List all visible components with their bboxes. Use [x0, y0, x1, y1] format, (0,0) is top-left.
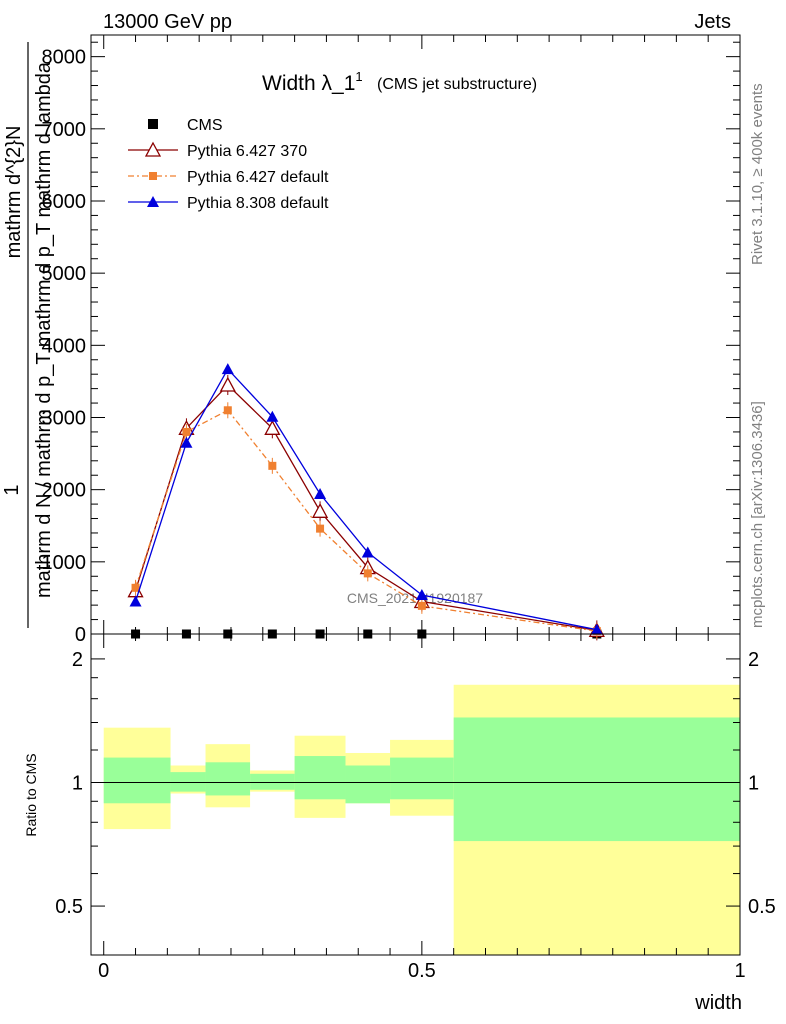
ratio-y-tick-label-left: 2 — [72, 649, 83, 671]
ratio-y-tick-label-left: 0.5 — [55, 896, 83, 918]
main-y-label: mathrm d^{2}N 1 mathrm d N / mathrm d p_… — [1, 42, 55, 628]
series-line — [134, 384, 597, 632]
data-point-p6-370 — [264, 419, 281, 435]
ratio-band-inner — [103, 757, 171, 804]
legend-label-p6-370: Pythia 6.427 370 — [187, 143, 307, 160]
chart-title-sup: 1 — [355, 69, 362, 84]
data-point-p8-default — [415, 589, 428, 601]
data-point-p8-default — [590, 623, 603, 635]
data-point-p8-default — [361, 546, 374, 558]
ratio-y-tick-label-left: 1 — [72, 772, 83, 794]
data-point-p6-default — [363, 569, 372, 578]
data-point-p8-default — [129, 595, 142, 607]
chart-subtitle: (CMS jet substructure) — [377, 76, 537, 93]
chart-title-main: Width λ_1 — [262, 72, 355, 95]
legend-label-p6-default: Pythia 6.427 default — [187, 169, 329, 186]
ratio-y-label: Ratio to CMS — [23, 753, 39, 836]
data-point-p6-370 — [311, 502, 329, 518]
category-label: Jets — [694, 11, 731, 33]
ratio-band-inner — [205, 762, 251, 796]
legend-marker-p6-default — [149, 172, 157, 180]
legend-marker-p6-370 — [144, 141, 162, 157]
ratio-bands — [103, 684, 740, 955]
mcplots-label: mcplots.cern.ch [arXiv:1306.3436] — [749, 401, 766, 628]
ratio-ticks: 0.5 0.5 1 1 2 2 0 0.5 1 — [55, 634, 776, 982]
data-point-p6-default — [182, 427, 191, 436]
y-tick-label: 8000 — [42, 47, 87, 69]
legend-label-p8-default: Pythia 8.308 default — [187, 195, 329, 212]
legend-marker-p8-default — [147, 196, 159, 207]
main-y-label-bottom: mathrm d N / mathrm d p_T mathrm d p_T m… — [33, 61, 55, 598]
ratio-band-inner — [170, 772, 206, 792]
x-tick-label: 1 — [734, 960, 745, 982]
data-point-p6-default — [223, 406, 232, 415]
ratio-y-tick-label-right: 1 — [748, 772, 759, 794]
y-tick-label: 2000 — [42, 480, 87, 502]
y-tick-label: 7000 — [42, 119, 87, 141]
legend-label-cms: CMS — [187, 117, 223, 134]
ratio-band-inner — [250, 773, 295, 790]
ratio-y-tick-label-right: 2 — [748, 649, 759, 671]
y-tick-label: 6000 — [42, 191, 87, 213]
ratio-panel: 0.5 0.5 1 1 2 2 0 0.5 1 Ratio to CMS width — [23, 633, 776, 1014]
data-point-p6-default — [268, 461, 277, 470]
x-tick-label: 0 — [98, 960, 109, 982]
y-tick-label: 5000 — [42, 263, 87, 285]
data-point-p6-default — [316, 524, 325, 533]
ratio-band-inner — [345, 765, 391, 804]
legend-marker-cms — [148, 119, 158, 129]
main-y-label-top: mathrm d^{2}N — [3, 126, 25, 259]
data-point-p8-default — [314, 487, 327, 499]
ratio-band-inner — [294, 756, 346, 800]
data-point-p6-default — [131, 583, 140, 592]
y-tick-label: 1000 — [42, 552, 87, 574]
data-point-p6-default — [417, 601, 426, 610]
x-tick-label: 0.5 — [408, 960, 436, 982]
y-tick-label: 4000 — [42, 335, 87, 357]
main-y-label-one: 1 — [1, 484, 23, 495]
rivet-label: Rivet 3.1.10, ≥ 400k events — [749, 83, 766, 265]
series-line — [134, 409, 597, 632]
legend: CMS Pythia 6.427 370 Pythia 6.427 defaul… — [128, 117, 329, 212]
data-point-p6-370 — [219, 376, 236, 392]
data-point-p8-default — [266, 410, 279, 422]
data-point-p8-default — [221, 363, 234, 375]
ratio-band-inner — [453, 717, 740, 842]
ratio-y-tick-label-right: 0.5 — [748, 896, 776, 918]
chart-title: Width λ_11 — [262, 69, 363, 95]
data-point-p8-default — [180, 436, 193, 448]
y-tick-label: 0 — [75, 624, 86, 646]
x-axis-label: width — [694, 992, 742, 1014]
ratio-band-inner — [390, 757, 454, 800]
series-line — [134, 368, 597, 631]
ratio-frame — [90, 633, 741, 956]
y-tick-label: 3000 — [42, 407, 87, 429]
energy-label: 13000 GeV pp — [103, 11, 232, 33]
